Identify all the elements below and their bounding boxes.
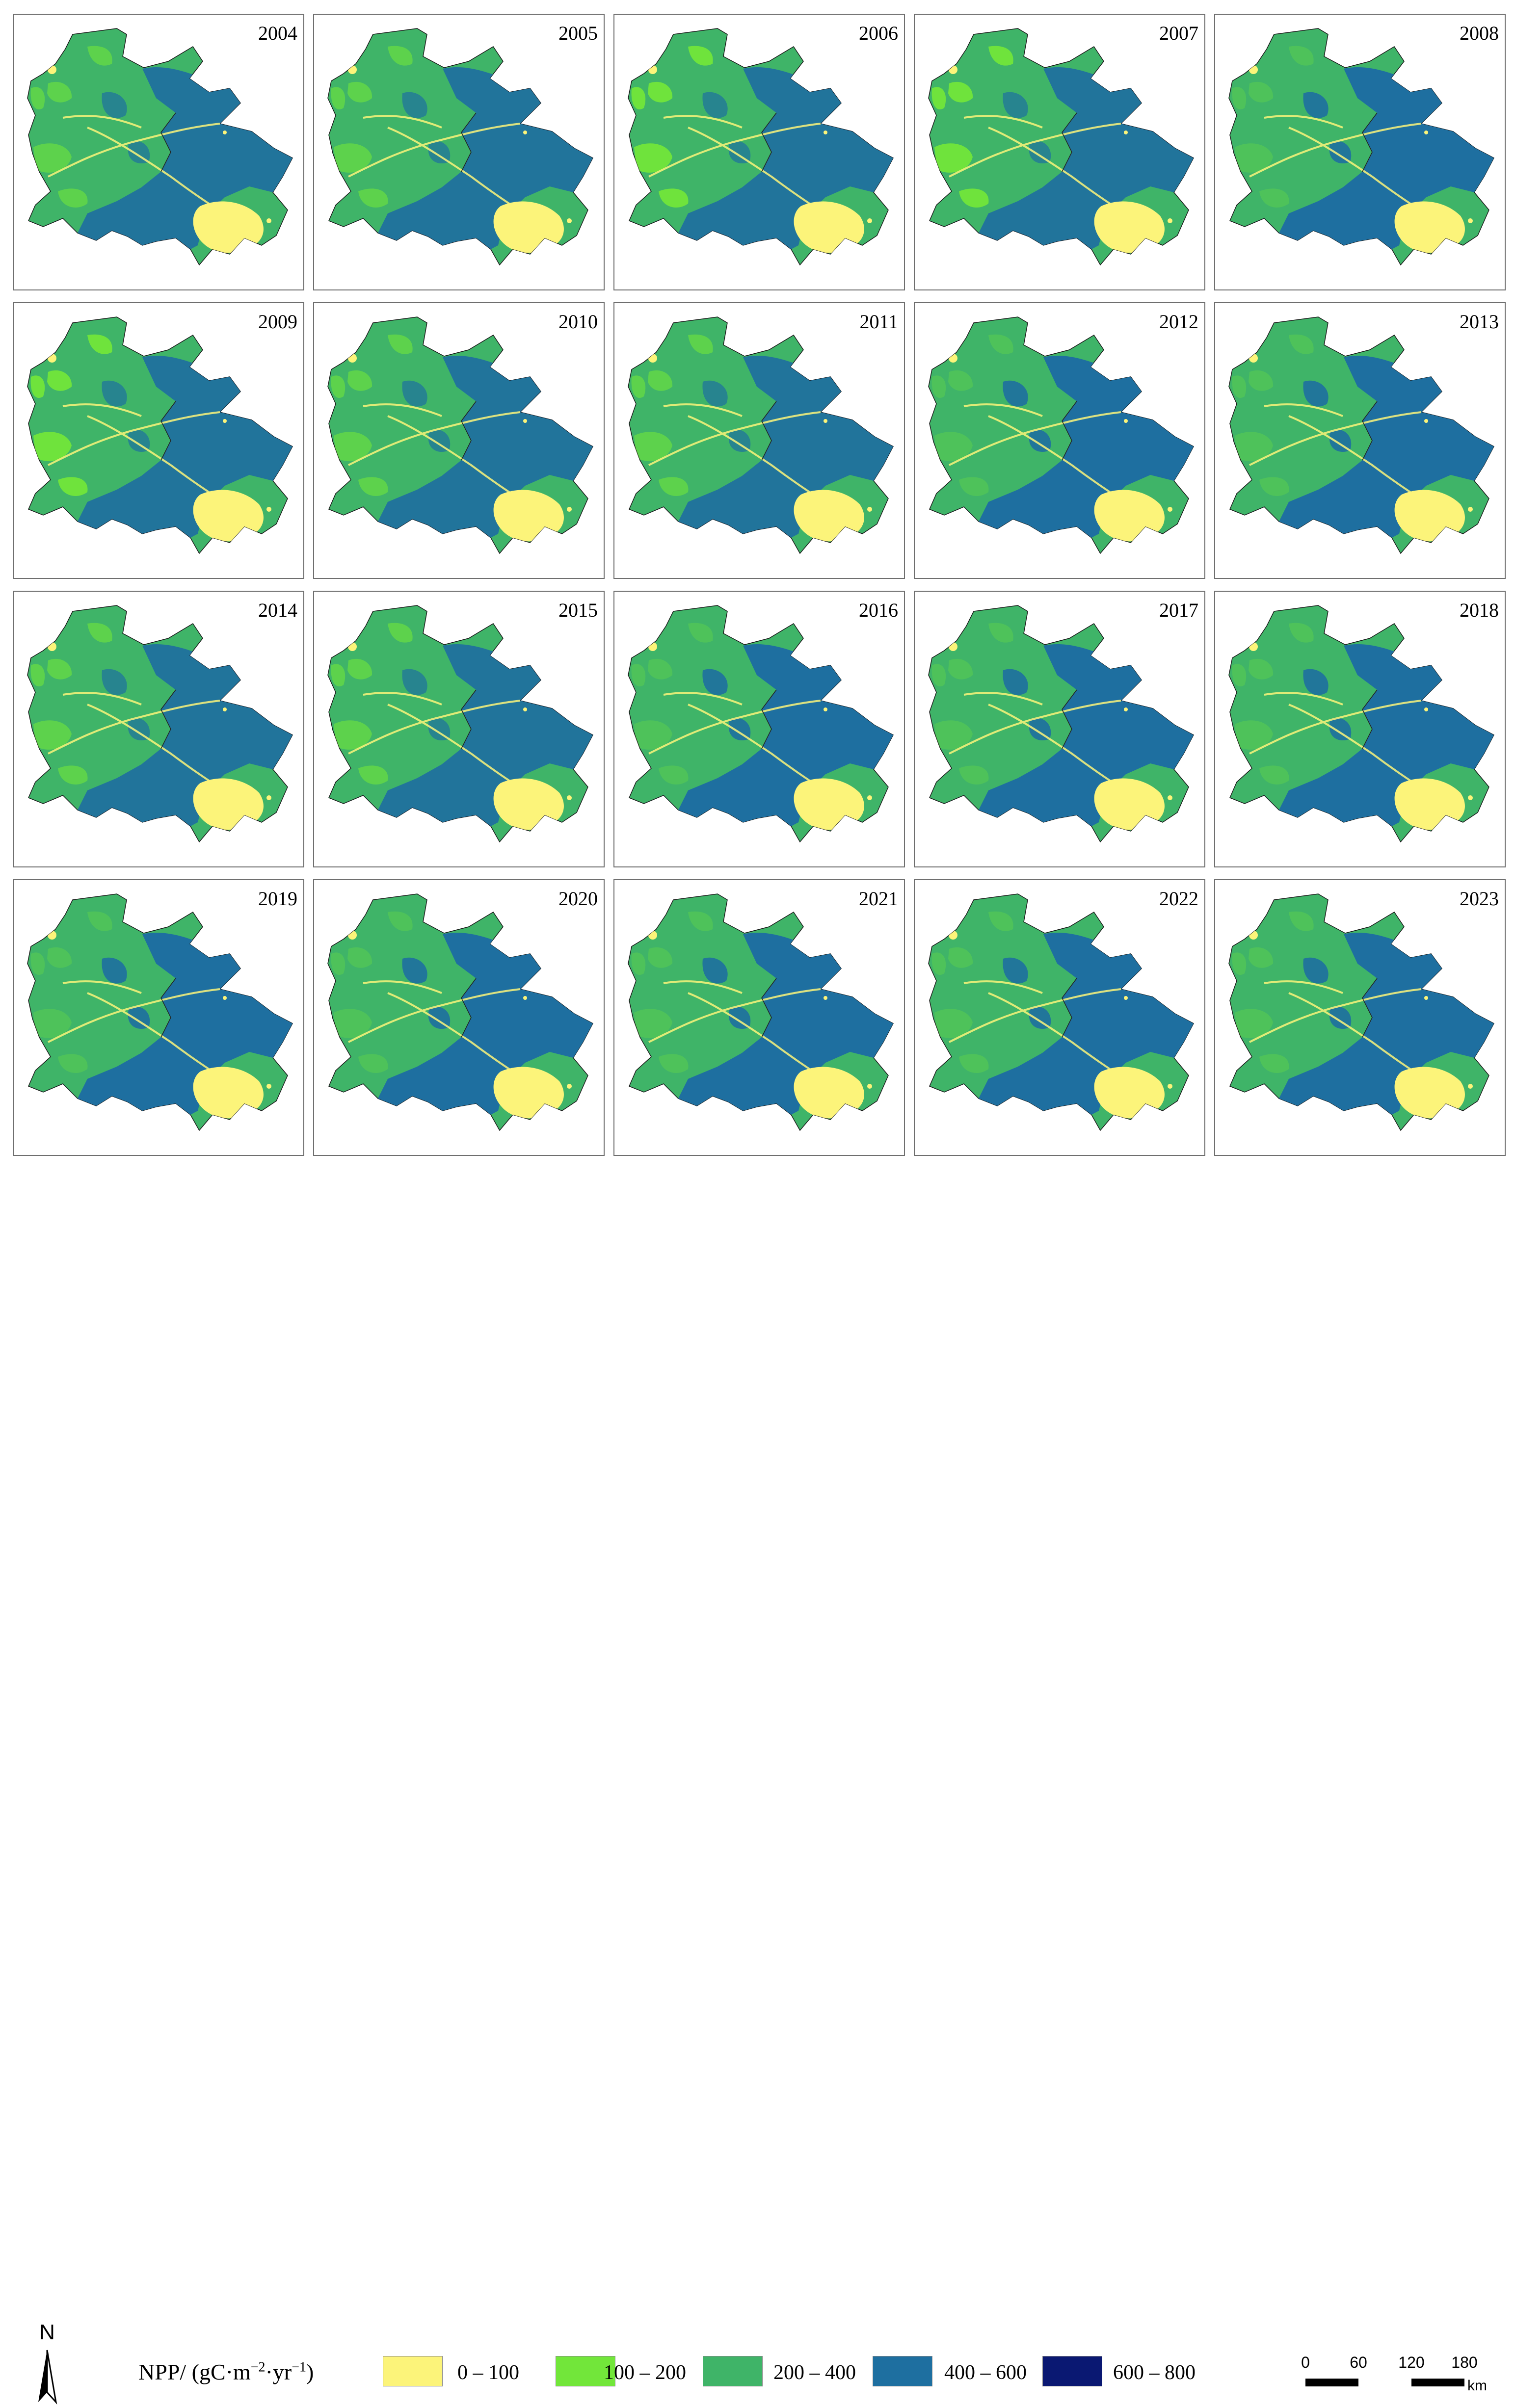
legend-swatch [1042, 2356, 1102, 2386]
npp-map [27, 893, 293, 1131]
npp-map [628, 28, 894, 266]
npp-map [628, 316, 894, 554]
npp-map [628, 893, 894, 1131]
map-panel: 2021 [613, 879, 905, 1156]
legend: N NPP/ (gC·m−2·yr−1) 0 – 100 100 – 200 200… [0, 1158, 1515, 2405]
year-label: 2011 [859, 311, 898, 333]
map-panel: 2009 [13, 302, 304, 579]
year-label: 2014 [258, 599, 297, 621]
npp-map [27, 316, 293, 554]
npp-map [928, 316, 1195, 554]
map-panel: 2011 [613, 302, 905, 579]
npp-map [628, 605, 894, 843]
legend-swatch [873, 2356, 932, 2386]
map-panel: 2017 [914, 591, 1205, 867]
legend-swatch [383, 2356, 443, 2386]
legend-title-exp2: −1 [292, 2359, 306, 2375]
npp-map [928, 28, 1195, 266]
map-panel: 2012 [914, 302, 1205, 579]
year-label: 2013 [1460, 311, 1499, 333]
year-label: 2019 [258, 888, 297, 910]
map-panel: 2006 [613, 14, 905, 290]
year-label: 2017 [1159, 599, 1198, 621]
scale-tick-0: 0 [1301, 2354, 1310, 2371]
map-panel: 2005 [313, 14, 605, 290]
legend-class-label: 0 – 100 [457, 2361, 519, 2384]
year-label: 2009 [258, 311, 297, 333]
npp-map [27, 28, 293, 266]
map-panel: 2015 [313, 591, 605, 867]
map-panel: 2007 [914, 14, 1205, 290]
npp-map [1228, 316, 1495, 554]
year-label: 2021 [859, 888, 898, 910]
map-panel: 2004 [13, 14, 304, 290]
year-label: 2004 [258, 22, 297, 44]
legend-title-exp1: −2 [250, 2359, 266, 2375]
map-panel: 2019 [13, 879, 304, 1156]
scale-unit: km [1467, 2378, 1487, 2394]
map-panel: 2020 [313, 879, 605, 1156]
map-panel: 2016 [613, 591, 905, 867]
legend-class-label: 400 – 600 [944, 2361, 1027, 2384]
legend-title-main: NPP/ (gC·m [138, 2359, 251, 2384]
scale-tick-180: 180 [1451, 2354, 1477, 2371]
npp-map [1228, 28, 1495, 266]
year-label: 2007 [1159, 22, 1198, 44]
map-panel: 2014 [13, 591, 304, 867]
legend-class-label: 600 – 800 [1113, 2361, 1196, 2384]
map-panel: 2010 [313, 302, 605, 579]
npp-map [27, 605, 293, 843]
legend-title-end: ) [306, 2359, 314, 2384]
npp-map [1228, 893, 1495, 1131]
map-grid: 2004 2005 [0, 0, 1515, 1178]
legend-class-label: 200 – 400 [773, 2361, 856, 2384]
npp-map [327, 893, 594, 1131]
north-arrow-icon: N [38, 2320, 57, 2405]
scale-bar: 0 60 120 180 km [1301, 2354, 1487, 2394]
legend-swatch [703, 2356, 763, 2386]
npp-map [928, 893, 1195, 1131]
npp-map [327, 605, 594, 843]
year-label: 2020 [558, 888, 598, 910]
year-label: 2008 [1460, 22, 1499, 44]
year-label: 2022 [1159, 888, 1198, 910]
legend-title: NPP/ (gC·m−2·yr−1) [138, 2359, 314, 2385]
map-panel: 2023 [1214, 879, 1506, 1156]
year-label: 2012 [1159, 311, 1198, 333]
npp-map [327, 28, 594, 266]
north-label: N [39, 2320, 55, 2344]
map-panel: 2008 [1214, 14, 1506, 290]
legend-title-mid: ·yr [265, 2359, 292, 2384]
year-label: 2005 [558, 22, 598, 44]
map-panel: 2018 [1214, 591, 1506, 867]
npp-map [1228, 605, 1495, 843]
scale-tick-60: 60 [1350, 2354, 1367, 2371]
year-label: 2016 [859, 599, 898, 621]
scale-tick-120: 120 [1398, 2354, 1424, 2371]
year-label: 2015 [558, 599, 598, 621]
npp-map [327, 316, 594, 554]
map-panel: 2022 [914, 879, 1205, 1156]
year-label: 2023 [1460, 888, 1499, 910]
year-label: 2010 [558, 311, 598, 333]
year-label: 2018 [1460, 599, 1499, 621]
legend-class-label: 100 – 200 [604, 2361, 686, 2384]
map-panel: 2013 [1214, 302, 1506, 579]
year-label: 2006 [859, 22, 898, 44]
npp-map [928, 605, 1195, 843]
